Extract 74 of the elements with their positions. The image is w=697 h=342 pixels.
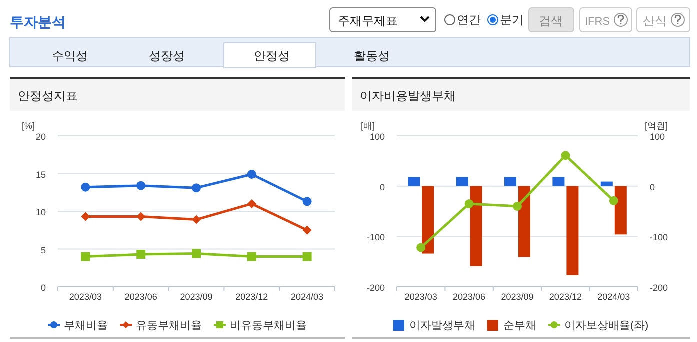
point <box>302 252 312 262</box>
point <box>136 250 146 260</box>
point <box>136 212 146 222</box>
y2-tick-label: -100 <box>650 232 668 243</box>
y-tick-label: 20 <box>36 132 46 142</box>
x-tick-label: 2023/03 <box>404 292 438 302</box>
text: 활동성 <box>354 49 390 63</box>
text: 연간 <box>457 13 481 27</box>
legend-label: 유동부채비율 <box>136 320 202 332</box>
point <box>302 226 312 235</box>
text: 분기 <box>500 13 524 27</box>
point <box>464 199 474 208</box>
legend-label: 이자발생부채 <box>409 320 476 332</box>
point <box>513 202 522 211</box>
bar <box>504 177 516 186</box>
point <box>247 252 256 262</box>
y2-axis-title: [억원] <box>645 121 668 131</box>
point <box>192 215 201 224</box>
x-tick-label: 2024/03 <box>291 292 324 302</box>
bar <box>552 177 565 186</box>
x-tick-label: 2023/06 <box>453 292 486 302</box>
text: 산식 <box>643 14 667 28</box>
y-tick-label: -200 <box>366 283 385 293</box>
legend-label: 비유동부채비율 <box>230 320 307 332</box>
text: 안정성 <box>254 49 290 63</box>
x-tick-label: 2023/09 <box>501 292 534 302</box>
text: IFRS <box>585 16 610 28</box>
y-axis-title: [배] <box>361 121 376 131</box>
y-tick-label: 15 <box>36 170 46 180</box>
y-tick-label: -100 <box>366 232 385 243</box>
x-tick-label: 2023/03 <box>69 292 102 302</box>
point <box>609 196 618 206</box>
bar <box>600 182 613 186</box>
point <box>247 170 256 180</box>
point <box>81 252 90 262</box>
legend-label: 부채비율 <box>64 320 108 332</box>
bar <box>614 186 627 235</box>
y-tick-label: 0 <box>40 283 46 293</box>
legend-label: 순부채 <box>503 320 536 332</box>
y-tick-label: 10 <box>36 208 46 218</box>
text: 투자분석 <box>10 14 66 30</box>
point <box>136 181 146 190</box>
y2-tick-label: 0 <box>650 182 656 192</box>
legend-label: 이자보상배율(좌) <box>564 320 649 332</box>
x-tick-label: 2023/12 <box>549 292 582 302</box>
chart-title: 안정성지표 <box>18 89 78 103</box>
bar <box>456 177 468 186</box>
chart-title: 이자비용발생부채 <box>360 89 456 103</box>
bar <box>566 186 579 276</box>
y-tick-label: 100 <box>370 132 385 142</box>
text: 수익성 <box>52 49 88 63</box>
bar <box>470 186 482 266</box>
text: 성장성 <box>149 49 185 63</box>
y-tick-label: 5 <box>40 245 46 256</box>
x-tick-label: 2024/03 <box>598 292 630 302</box>
bar <box>408 177 420 186</box>
bar <box>518 186 530 258</box>
point <box>247 199 256 208</box>
point <box>81 182 90 192</box>
y-tick-label: 0 <box>380 182 385 192</box>
x-tick-label: 2023/12 <box>236 292 268 302</box>
y2-tick-label: 100 <box>650 132 666 142</box>
text: 검색 <box>539 14 563 28</box>
text: 주재무제표 <box>338 14 398 28</box>
y-axis-title: [%] <box>22 121 36 131</box>
x-tick-label: 2023/09 <box>180 292 213 302</box>
point <box>302 197 312 206</box>
y2-tick-label: -200 <box>650 283 668 293</box>
point <box>416 243 426 252</box>
point <box>561 151 570 160</box>
x-tick-label: 2023/06 <box>124 292 158 302</box>
point <box>192 184 201 193</box>
point <box>192 249 201 258</box>
bar <box>422 186 434 254</box>
